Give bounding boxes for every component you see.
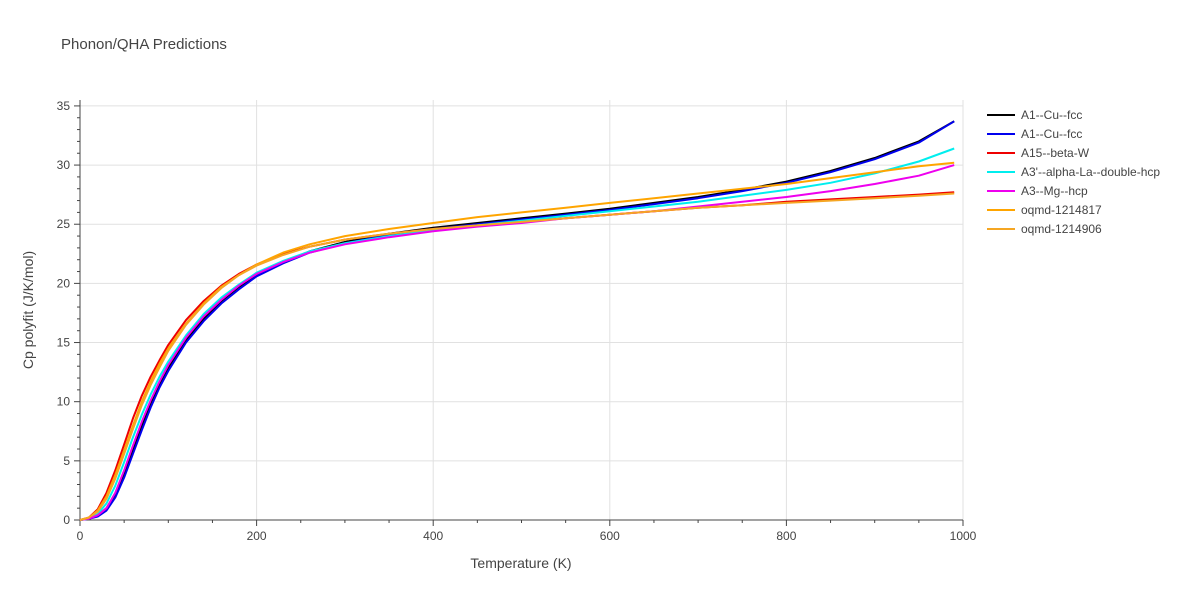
axes: [74, 100, 964, 526]
x-tick-label: 200: [247, 529, 267, 543]
y-tick-label: 20: [57, 276, 71, 290]
chart-title: Phonon/QHA Predictions: [61, 36, 227, 53]
series-line-7: [79, 192, 955, 521]
x-tick-labels: 0 200 400 600 800 1000: [77, 529, 977, 543]
legend-label: A3'--alpha-La--double-hcp: [1021, 165, 1160, 179]
series-line-2: [79, 120, 955, 521]
series-line-3: [79, 191, 955, 521]
x-tick-label: 0: [77, 529, 84, 543]
series-line-5: [79, 164, 955, 521]
legend-label: oqmd-1214906: [1021, 222, 1102, 236]
y-tick-label: 35: [57, 99, 71, 113]
series-line-4: [79, 147, 955, 521]
y-tick-labels: 0 5 10 15 20 25 30 35: [57, 99, 71, 527]
legend-label: A3--Mg--hcp: [1021, 184, 1088, 198]
legend: A1--Cu--fcc A1--Cu--fcc A15--beta-W A3'--al…: [987, 108, 1160, 236]
legend-label: oqmd-1214817: [1021, 203, 1102, 217]
legend-label: A15--beta-W: [1021, 146, 1090, 160]
series-lines: [79, 120, 955, 521]
legend-label: A1--Cu--fcc: [1021, 127, 1082, 141]
y-tick-label: 10: [57, 395, 71, 409]
y-tick-label: 0: [63, 513, 70, 527]
y-axis-title: Cp polyfit (J/K/mol): [20, 251, 36, 369]
y-tick-label: 25: [57, 217, 71, 231]
grid-lines: [80, 100, 964, 520]
legend-label: A1--Cu--fcc: [1021, 108, 1082, 122]
y-tick-label: 30: [57, 158, 71, 172]
series-line-1: [79, 120, 955, 521]
x-tick-label: 800: [776, 529, 796, 543]
x-axis-title: Temperature (K): [470, 555, 571, 571]
x-tick-label: 600: [600, 529, 620, 543]
y-tick-label: 5: [63, 454, 70, 468]
x-tick-label: 400: [423, 529, 443, 543]
x-tick-label: 1000: [950, 529, 977, 543]
y-tick-label: 15: [57, 336, 71, 350]
series-line-6: [79, 161, 955, 521]
